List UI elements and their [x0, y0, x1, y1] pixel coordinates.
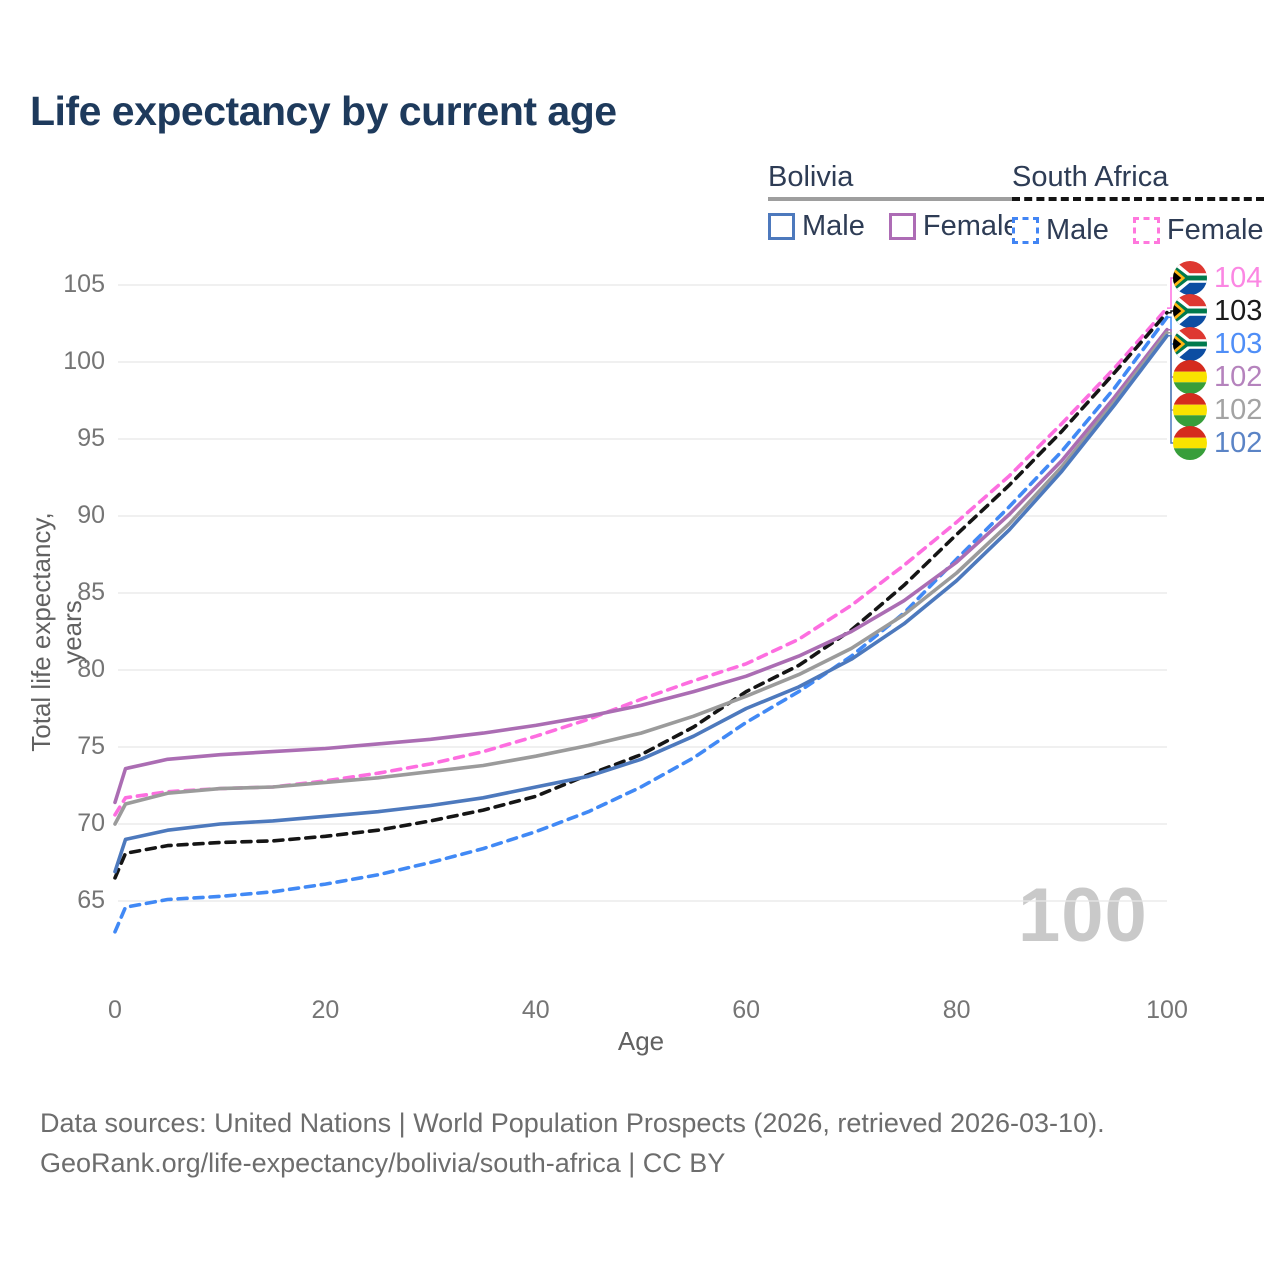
south-africa-male-swatch	[1012, 217, 1039, 244]
x-tick-40: 40	[521, 996, 550, 1024]
x-tick-100: 100	[1146, 996, 1188, 1024]
x-tick-0: 0	[108, 996, 122, 1024]
legend-label-bolivia-female: Female	[922, 210, 1020, 242]
end-label-south-africa-female: 104	[1173, 261, 1262, 295]
legend-country-bolivia[interactable]: Bolivia	[768, 161, 1020, 201]
y-tick-65: 65	[77, 886, 105, 914]
south-africa-flag-icon	[1173, 327, 1207, 361]
y-tick-75: 75	[77, 732, 105, 760]
y-tick-105: 105	[63, 270, 105, 298]
page-title: Life expectancy by current age	[30, 88, 617, 134]
x-tick-20: 20	[311, 996, 340, 1024]
legend-item-bolivia-male[interactable]: Male	[768, 210, 865, 243]
end-value-bolivia-both: 102	[1214, 394, 1263, 426]
end-label-bolivia-female: 102	[1173, 360, 1262, 394]
legend-item-bolivia-female[interactable]: Female	[888, 210, 1020, 243]
legend-country-south-africa[interactable]: South Africa	[1012, 161, 1264, 205]
end-label-bolivia-male: 102	[1173, 426, 1262, 460]
line-south-africa-both	[113, 310, 1169, 880]
y-tick-80: 80	[77, 655, 105, 683]
y-tick-95: 95	[77, 424, 105, 452]
end-value-bolivia-female: 102	[1214, 361, 1263, 393]
data-sources-text: Data sources: United Nations | World Pop…	[40, 1108, 1105, 1138]
age-watermark: 100	[1018, 873, 1148, 958]
bolivia-solid-line-key	[768, 197, 1020, 201]
south-africa-flag-icon	[1173, 294, 1207, 328]
legend-item-south-africa-male[interactable]: Male	[1012, 214, 1109, 247]
y-tick-85: 85	[77, 578, 105, 606]
x-tick-60: 60	[732, 996, 761, 1024]
legend-country-south-africa-label: South Africa	[1012, 161, 1169, 193]
x-tick-80: 80	[942, 996, 971, 1024]
line-south-africa-male	[113, 315, 1169, 934]
legend-item-south-africa-female[interactable]: Female	[1132, 214, 1264, 247]
end-value-south-africa-male: 103	[1214, 328, 1263, 360]
bolivia-male-swatch	[768, 213, 795, 240]
line-bolivia-both	[113, 330, 1169, 826]
line-bolivia-female	[113, 327, 1169, 805]
y-tick-90: 90	[77, 501, 105, 529]
legend-label-south-africa-male: Male	[1046, 214, 1109, 246]
south-africa-flag-icon	[1173, 261, 1207, 295]
legend-group-bolivia: Bolivia Male Female	[768, 161, 1020, 243]
end-label-south-africa-male: 103	[1173, 327, 1262, 361]
line-south-africa-female	[113, 306, 1169, 817]
x-axis-title: Age	[617, 1026, 665, 1056]
south-africa-female-swatch	[1132, 217, 1160, 244]
legend-country-bolivia-label: Bolivia	[768, 161, 854, 193]
end-value-south-africa-both: 103	[1214, 295, 1263, 327]
y-tick-70: 70	[77, 809, 105, 837]
south-africa-dashed-line-key	[1012, 197, 1264, 205]
bolivia-flag-icon	[1173, 393, 1207, 427]
bolivia-flag-icon	[1173, 360, 1207, 394]
end-value-bolivia-male: 102	[1214, 427, 1263, 459]
bolivia-female-swatch	[888, 213, 916, 240]
line-bolivia-male	[113, 333, 1169, 874]
end-label-south-africa-both: 103	[1173, 294, 1262, 328]
legend-label-bolivia-male: Male	[802, 210, 865, 242]
legend-group-south-africa: South Africa Male Female	[1012, 161, 1264, 247]
attribution-text: GeoRank.org/life-expectancy/bolivia/sout…	[40, 1148, 726, 1178]
legend-label-south-africa-female: Female	[1166, 214, 1264, 246]
bolivia-flag-icon	[1173, 426, 1207, 460]
y-tick-100: 100	[63, 347, 105, 375]
end-label-bolivia-both: 102	[1173, 393, 1262, 427]
end-value-south-africa-female: 104	[1214, 262, 1263, 294]
